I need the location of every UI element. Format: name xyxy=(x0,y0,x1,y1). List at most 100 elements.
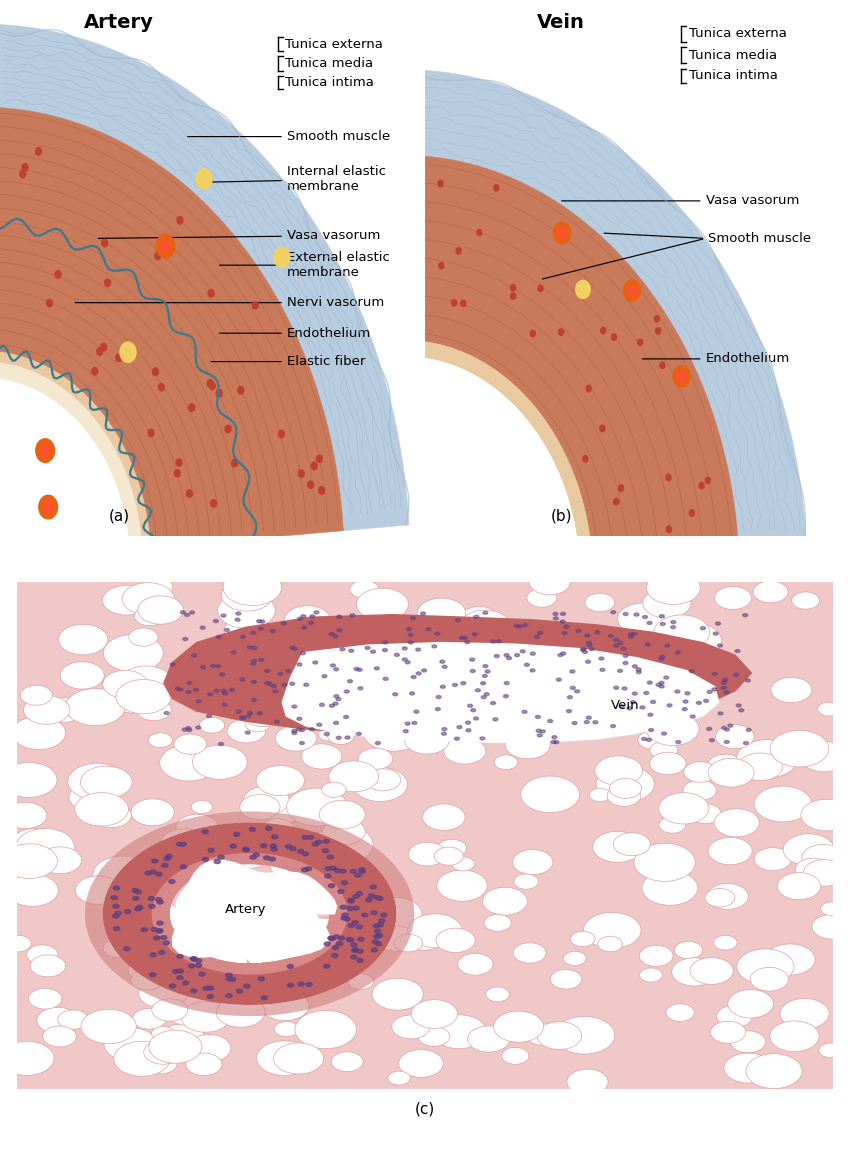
Circle shape xyxy=(217,941,253,963)
Circle shape xyxy=(2,843,58,879)
Circle shape xyxy=(177,976,183,979)
Circle shape xyxy=(221,579,273,611)
Circle shape xyxy=(128,1048,167,1071)
Circle shape xyxy=(483,674,487,677)
Circle shape xyxy=(660,615,665,617)
Circle shape xyxy=(575,280,590,298)
Circle shape xyxy=(705,888,734,907)
Circle shape xyxy=(442,728,447,730)
Circle shape xyxy=(527,589,557,607)
Circle shape xyxy=(801,799,850,831)
Circle shape xyxy=(600,425,605,432)
Circle shape xyxy=(372,940,378,943)
Circle shape xyxy=(351,943,357,947)
Circle shape xyxy=(707,755,742,775)
Circle shape xyxy=(581,647,586,651)
Circle shape xyxy=(584,720,589,723)
Circle shape xyxy=(246,714,251,718)
Circle shape xyxy=(570,687,575,689)
Circle shape xyxy=(36,147,42,156)
Circle shape xyxy=(338,937,344,940)
Circle shape xyxy=(638,732,667,749)
Circle shape xyxy=(502,1047,529,1064)
Circle shape xyxy=(122,583,174,615)
Circle shape xyxy=(299,742,304,744)
Circle shape xyxy=(177,842,183,846)
Circle shape xyxy=(560,620,565,623)
Circle shape xyxy=(370,885,377,889)
Circle shape xyxy=(443,650,489,679)
Circle shape xyxy=(142,577,173,597)
Circle shape xyxy=(191,957,197,961)
Text: Nervi vasorum: Nervi vasorum xyxy=(75,296,384,309)
Circle shape xyxy=(262,946,302,970)
Circle shape xyxy=(1,763,57,797)
Circle shape xyxy=(392,1015,430,1039)
Circle shape xyxy=(689,669,694,673)
Circle shape xyxy=(343,715,348,719)
Circle shape xyxy=(227,719,265,743)
Circle shape xyxy=(671,626,676,629)
Circle shape xyxy=(97,348,103,355)
Circle shape xyxy=(157,900,163,904)
Circle shape xyxy=(260,843,267,848)
Circle shape xyxy=(238,386,244,394)
Circle shape xyxy=(341,916,348,920)
Circle shape xyxy=(746,1054,802,1089)
Text: Tunica media: Tunica media xyxy=(285,56,373,70)
Circle shape xyxy=(217,635,221,638)
Circle shape xyxy=(337,629,342,631)
Circle shape xyxy=(257,689,287,707)
Circle shape xyxy=(36,439,54,462)
Circle shape xyxy=(676,651,680,654)
Circle shape xyxy=(107,596,134,612)
Circle shape xyxy=(601,327,606,334)
Circle shape xyxy=(353,948,359,952)
Circle shape xyxy=(164,857,170,861)
Circle shape xyxy=(689,510,694,516)
Circle shape xyxy=(177,955,183,958)
Circle shape xyxy=(327,855,333,859)
Circle shape xyxy=(490,702,496,705)
Circle shape xyxy=(163,941,169,945)
Circle shape xyxy=(322,849,329,852)
Circle shape xyxy=(356,925,362,929)
Circle shape xyxy=(60,661,105,689)
Circle shape xyxy=(150,953,156,956)
Circle shape xyxy=(259,658,264,661)
Circle shape xyxy=(351,955,357,958)
Circle shape xyxy=(213,620,218,622)
Circle shape xyxy=(269,857,275,861)
Circle shape xyxy=(305,867,312,871)
Circle shape xyxy=(523,623,528,627)
Circle shape xyxy=(570,670,575,673)
Circle shape xyxy=(513,942,546,963)
Circle shape xyxy=(783,834,835,865)
Circle shape xyxy=(593,721,598,723)
Circle shape xyxy=(640,706,645,708)
Circle shape xyxy=(298,470,304,477)
Circle shape xyxy=(76,876,122,904)
Circle shape xyxy=(707,690,712,694)
Circle shape xyxy=(103,635,163,672)
Circle shape xyxy=(184,613,190,616)
Circle shape xyxy=(410,692,415,695)
Circle shape xyxy=(325,866,332,871)
Circle shape xyxy=(100,343,106,350)
Circle shape xyxy=(178,688,183,691)
Circle shape xyxy=(216,996,265,1028)
Circle shape xyxy=(744,742,748,744)
Circle shape xyxy=(596,766,654,802)
Circle shape xyxy=(356,589,409,621)
Circle shape xyxy=(753,581,788,602)
Circle shape xyxy=(514,653,519,657)
Circle shape xyxy=(341,881,348,885)
Circle shape xyxy=(328,728,354,744)
Circle shape xyxy=(552,736,557,738)
Circle shape xyxy=(235,849,266,869)
Circle shape xyxy=(553,617,558,620)
Circle shape xyxy=(570,931,595,947)
Circle shape xyxy=(189,964,195,968)
Circle shape xyxy=(0,1041,54,1076)
Circle shape xyxy=(163,991,220,1026)
